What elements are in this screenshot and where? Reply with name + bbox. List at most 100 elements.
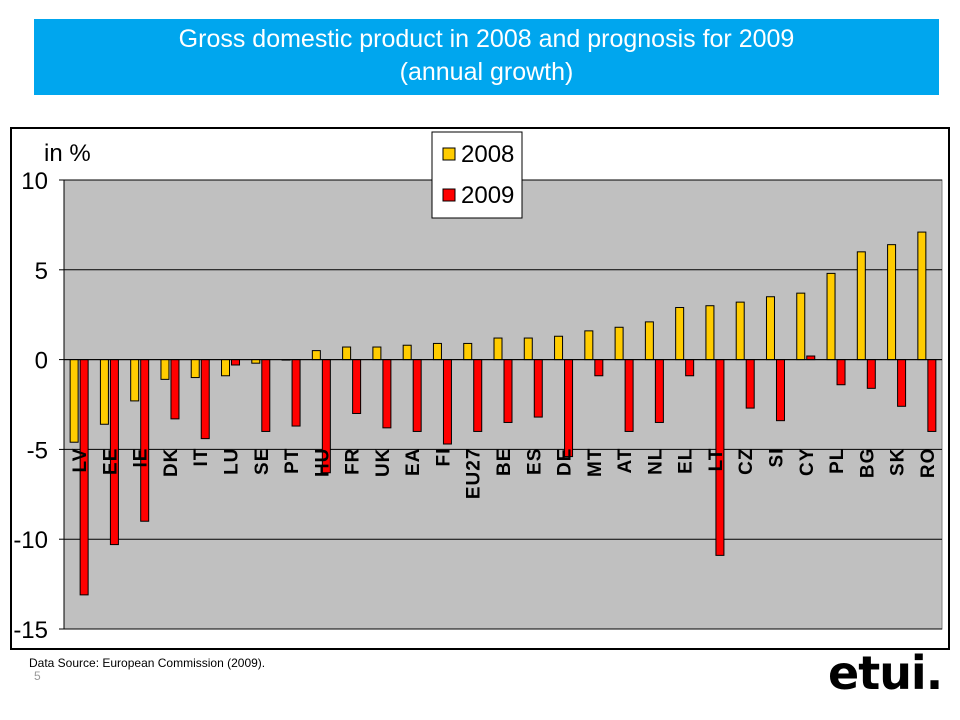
bar-2009-PT	[291, 359, 301, 427]
legend-label-2008: 2008	[461, 141, 514, 168]
bar-2008-CZ	[735, 301, 745, 361]
x-tick-label: AT	[615, 448, 636, 474]
bar-2008-HU	[311, 350, 321, 361]
x-tick-label: PL	[827, 448, 848, 474]
x-tick-label: UK	[373, 448, 394, 477]
bar-2008-AT	[614, 326, 624, 361]
x-tick-label: MT	[585, 448, 606, 477]
x-tick-label: CZ	[736, 448, 757, 475]
x-tick-label: RO	[918, 448, 939, 479]
bar-2009-AT	[624, 359, 634, 432]
x-tick-label: ES	[524, 448, 545, 475]
bar-2008-EA	[402, 344, 412, 361]
y-axis-label: in %	[44, 140, 91, 167]
x-tick-label: IE	[131, 448, 152, 468]
x-tick-label: SI	[766, 448, 787, 468]
y-tick-label: 5	[35, 258, 48, 285]
title-line-1: Gross domestic product in 2008 and progn…	[178, 25, 795, 53]
bar-2009-RO	[927, 359, 937, 432]
y-tick-label: -15	[13, 617, 48, 644]
bar-2008-FR	[342, 346, 352, 361]
bar-2009-UK	[382, 359, 392, 429]
x-tick-label: BE	[494, 448, 515, 476]
bar-2008-BE	[493, 337, 503, 361]
bar-2009-EL	[685, 359, 695, 377]
title-line-2: (annual growth)	[399, 58, 574, 86]
x-tick-label: EA	[403, 448, 424, 476]
x-tick-label: BG	[857, 448, 878, 479]
bar-2008-IT	[190, 359, 200, 379]
data-source-note: Data Source: European Commission (2009).	[29, 656, 266, 670]
bar-2008-RO	[917, 231, 927, 361]
bar-2009-ES	[533, 359, 543, 418]
bar-2008-EL	[675, 307, 685, 361]
bar-2008-DE	[554, 335, 564, 361]
legend: 2008 2009	[431, 131, 523, 219]
bar-2008-CY	[796, 292, 806, 361]
bar-2009-DK	[170, 359, 180, 420]
bar-2008-LT	[705, 305, 715, 361]
x-tick-label: FI	[433, 448, 454, 467]
bar-2009-PL	[836, 359, 846, 386]
bar-2009-BE	[503, 359, 513, 423]
bar-2009-MT	[594, 359, 604, 377]
bar-2009-LU	[231, 359, 241, 366]
etui-logo: etui.	[828, 646, 943, 700]
x-tick-label: SK	[888, 448, 909, 476]
gdp-bar-chart: 10 5 0 -5 -10 -15 in % LV EE IE DK IT LU SE PT HU FR UK EA…	[13, 131, 943, 644]
bar-2008-DK	[160, 359, 170, 380]
bar-2008-MT	[584, 330, 594, 361]
x-tick-label: CY	[797, 448, 818, 476]
bar-2008-LU	[221, 359, 231, 377]
x-tick-label: EE	[100, 448, 121, 475]
bar-2008-PL	[826, 272, 836, 361]
legend-label-2009: 2009	[461, 182, 514, 209]
x-tick-label: HU	[312, 448, 333, 477]
bar-2008-LV	[69, 359, 79, 443]
x-tick-label: FR	[343, 448, 364, 475]
bar-2009-SK	[897, 359, 907, 407]
bar-2009-IT	[200, 359, 210, 440]
x-tick-label: LU	[222, 448, 243, 475]
bar-2008-SK	[887, 244, 897, 361]
legend-swatch-2009	[442, 188, 456, 202]
legend-box	[431, 131, 523, 219]
bar-2009-IE	[140, 359, 150, 522]
x-tick-label: SE	[252, 448, 273, 475]
bar-2008-EU27	[463, 342, 473, 361]
y-tick-label: -10	[13, 527, 48, 554]
x-tick-label: DE	[555, 448, 576, 476]
bar-2009-FR	[352, 359, 362, 414]
x-tick-label: LT	[706, 448, 727, 472]
x-tick-label: IT	[191, 448, 212, 467]
bar-2008-SE	[251, 359, 261, 364]
bar-2009-LV	[79, 359, 89, 596]
bar-2009-CZ	[745, 359, 755, 409]
bar-2008-BG	[856, 251, 866, 361]
chart-frame: 10 5 0 -5 -10 -15 in % LV EE IE DK IT LU SE PT HU FR UK EA…	[10, 127, 950, 650]
bar-2009-EU27	[473, 359, 483, 432]
bar-2009-SI	[775, 359, 785, 422]
x-tick-label: EL	[676, 448, 697, 474]
bar-2008-UK	[372, 346, 382, 361]
bar-2009-SE	[261, 359, 271, 432]
bar-2008-EE	[99, 359, 109, 425]
y-tick-label: 0	[35, 348, 48, 375]
legend-swatch-2008	[442, 147, 456, 161]
page-number: 5	[34, 669, 41, 683]
bar-2009-FI	[442, 359, 452, 445]
bar-2009-EA	[412, 359, 422, 432]
x-tick-label: EU27	[464, 448, 485, 500]
y-tick-label: 10	[21, 168, 48, 195]
bar-2008-NL	[644, 321, 654, 361]
y-tick-label: -5	[27, 437, 48, 464]
bar-2008-SI	[765, 296, 775, 361]
bar-2008-FI	[432, 342, 442, 361]
bar-2009-CY	[806, 355, 816, 361]
x-tick-label: DK	[161, 448, 182, 477]
bar-2008-ES	[523, 337, 533, 361]
bar-2009-NL	[654, 359, 664, 423]
plot-area	[63, 179, 943, 630]
bar-2009-BG	[866, 359, 876, 389]
x-tick-label: NL	[645, 448, 666, 475]
